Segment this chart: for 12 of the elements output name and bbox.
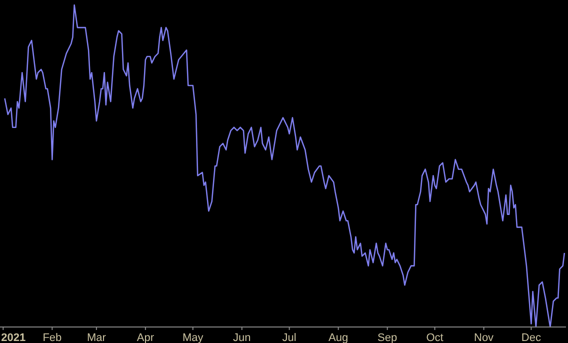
x-tick-label: Jun (233, 332, 251, 343)
x-tick-label: Nov (474, 332, 494, 343)
x-tick-label: Dec (521, 332, 542, 343)
x-tick-label: Jul (282, 332, 296, 343)
x-tick-label: Mar (86, 332, 106, 343)
x-tick-label: 2021 (1, 332, 26, 343)
x-tick-label: May (182, 332, 204, 343)
x-tick-label: Aug (328, 332, 348, 343)
x-tick-label: Sep (378, 332, 398, 343)
x-tick-label: Apr (136, 332, 154, 343)
x-tick-label: Feb (42, 332, 62, 343)
x-tick-label: Oct (426, 332, 444, 343)
